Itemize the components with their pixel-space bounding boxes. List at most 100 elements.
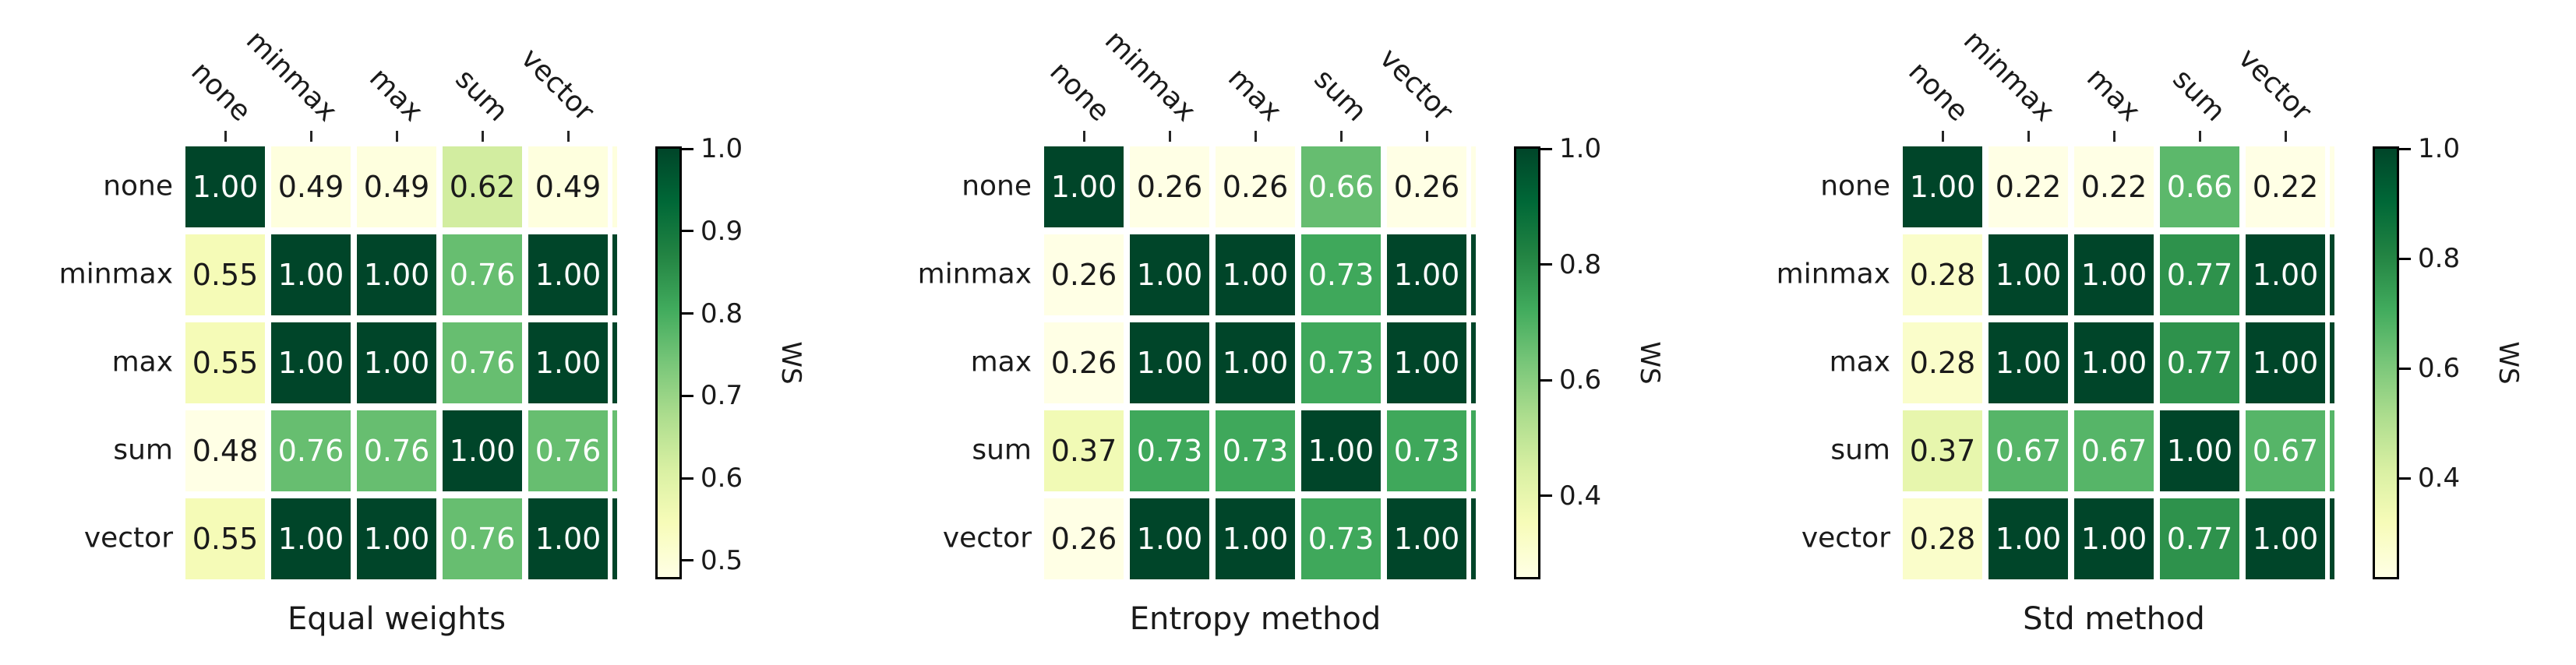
heatmap-cell-value: 1.00	[363, 346, 430, 380]
grid-edge-sliver	[2330, 410, 2334, 491]
x-axis-label: none	[1902, 55, 1974, 128]
colorbar-tick	[682, 559, 693, 562]
heatmap-cell: 1.00	[1387, 498, 1466, 579]
heatmap-cell-value: 1.00	[1995, 346, 2062, 380]
heatmap-cell: 0.67	[1988, 410, 2068, 491]
heatmap-cell-value: 1.00	[1909, 170, 1976, 204]
panel-title: Std method	[2023, 601, 2205, 637]
colorbar-title: WS	[2493, 341, 2524, 385]
heatmap-cell: 0.22	[2074, 146, 2154, 227]
colorbar-tick	[2399, 257, 2411, 260]
heatmap-cell-value: 1.00	[1136, 522, 1203, 556]
colorbar-title: WS	[775, 341, 806, 385]
heatmap-cell-value: 1.00	[535, 522, 602, 556]
colorbar	[655, 146, 682, 579]
x-axis-tick	[1254, 131, 1257, 142]
heatmap-cell: 1.00	[185, 146, 265, 227]
heatmap-cell-value: 0.55	[192, 258, 259, 292]
heatmap-cell: 1.00	[271, 498, 351, 579]
heatmap-cell-value: 0.48	[192, 434, 259, 468]
y-axis-label: none	[103, 170, 173, 202]
heatmap-cell-value: 1.00	[277, 258, 344, 292]
colorbar-tick-label: 0.9	[700, 215, 743, 247]
heatmap-cell: 0.28	[1903, 322, 1982, 403]
colorbar-gradient	[658, 149, 679, 577]
heatmap-cell: 0.73	[1216, 410, 1295, 491]
heatmap-cell: 1.00	[528, 498, 608, 579]
heatmap-cell-value: 1.00	[1393, 346, 1460, 380]
heatmap-cell-value: 0.77	[2166, 346, 2233, 380]
x-axis-label: max	[1221, 62, 1287, 128]
heatmap-cell: 1.00	[2246, 234, 2325, 315]
grid-edge-sliver	[1471, 498, 1476, 579]
x-axis-tick	[1941, 131, 1944, 142]
x-axis-tick	[309, 131, 312, 142]
heatmap-cell-value: 1.00	[1393, 258, 1460, 292]
grid-edge-sliver	[612, 498, 617, 579]
heatmap-cell: 1.00	[1216, 322, 1295, 403]
heatmap-cell: 0.73	[1387, 410, 1466, 491]
grid-edge-sliver	[612, 410, 617, 491]
heatmap-cell: 1.00	[1988, 498, 2068, 579]
y-axis-label: none	[962, 170, 1032, 202]
heatmap-cell: 1.00	[1903, 146, 1982, 227]
grid-edge-sliver	[2330, 498, 2334, 579]
heatmap-cell: 0.73	[1301, 498, 1381, 579]
y-axis-label: minmax	[58, 258, 173, 290]
x-axis-label: sum	[449, 62, 514, 128]
heatmap-cell-value: 0.26	[1393, 170, 1460, 204]
y-axis-label: vector	[942, 522, 1032, 554]
x-axis-tick	[2027, 131, 2030, 142]
heatmap-cell: 0.26	[1387, 146, 1466, 227]
heatmap-cell-value: 0.76	[277, 434, 344, 468]
heatmap-cell-value: 0.49	[277, 170, 344, 204]
heatmap-cell: 0.66	[1301, 146, 1381, 227]
heatmap-cell-value: 1.00	[277, 346, 344, 380]
colorbar-tick	[2399, 477, 2411, 480]
heatmap-cell: 1.00	[2074, 322, 2154, 403]
heatmap-cell-value: 0.37	[1050, 434, 1117, 468]
grid-edge-sliver	[612, 234, 617, 315]
x-axis-label: max	[2080, 62, 2146, 128]
heatmap-cell: 1.00	[357, 322, 436, 403]
heatmap-cell: 1.00	[443, 410, 522, 491]
x-axis-tick	[481, 131, 484, 142]
heatmap-cell: 0.77	[2160, 498, 2239, 579]
colorbar-tick	[682, 230, 693, 233]
heatmap-cell: 0.49	[528, 146, 608, 227]
grid-edge-sliver	[2330, 234, 2334, 315]
heatmap-cell-value: 0.26	[1222, 170, 1289, 204]
colorbar	[1514, 146, 1540, 579]
heatmap-cell: 0.26	[1044, 498, 1124, 579]
colorbar-tick	[1540, 494, 1552, 498]
heatmap-cell: 1.00	[528, 234, 608, 315]
heatmap-cell-value: 0.55	[192, 522, 259, 556]
colorbar-tick-label: 1.0	[1559, 133, 1602, 164]
y-axis-label: sum	[1830, 434, 1890, 466]
colorbar-tick-label: 0.8	[700, 297, 743, 329]
colorbar-tick	[1540, 147, 1552, 150]
colorbar-tick	[682, 312, 693, 315]
y-axis-label: minmax	[917, 258, 1032, 290]
heatmap-cell: 0.76	[271, 410, 351, 491]
panel-title: Equal weights	[287, 601, 506, 637]
x-axis-label: none	[185, 55, 257, 128]
heatmap-cell-value: 1.00	[1995, 522, 2062, 556]
x-axis-tick	[566, 131, 570, 142]
colorbar-tick-label: 0.6	[700, 463, 743, 494]
x-axis-tick	[1168, 131, 1171, 142]
heatmap-cell-value: 0.67	[1995, 434, 2062, 468]
heatmap-cell-value: 0.77	[2166, 258, 2233, 292]
x-axis-label: vector	[514, 42, 600, 128]
heatmap-cell-value: 1.00	[1136, 258, 1203, 292]
x-axis-label: minmax	[1098, 24, 1202, 128]
colorbar-tick	[682, 477, 693, 480]
x-axis-tick	[1082, 131, 1085, 142]
heatmap-cell: 0.76	[528, 410, 608, 491]
heatmap-cell-value: 1.00	[1307, 434, 1374, 468]
heatmap-cell: 0.26	[1044, 322, 1124, 403]
heatmap-cell: 0.73	[1130, 410, 1209, 491]
heatmap-cell-value: 1.00	[2252, 522, 2319, 556]
y-axis-label: none	[1820, 170, 1890, 202]
